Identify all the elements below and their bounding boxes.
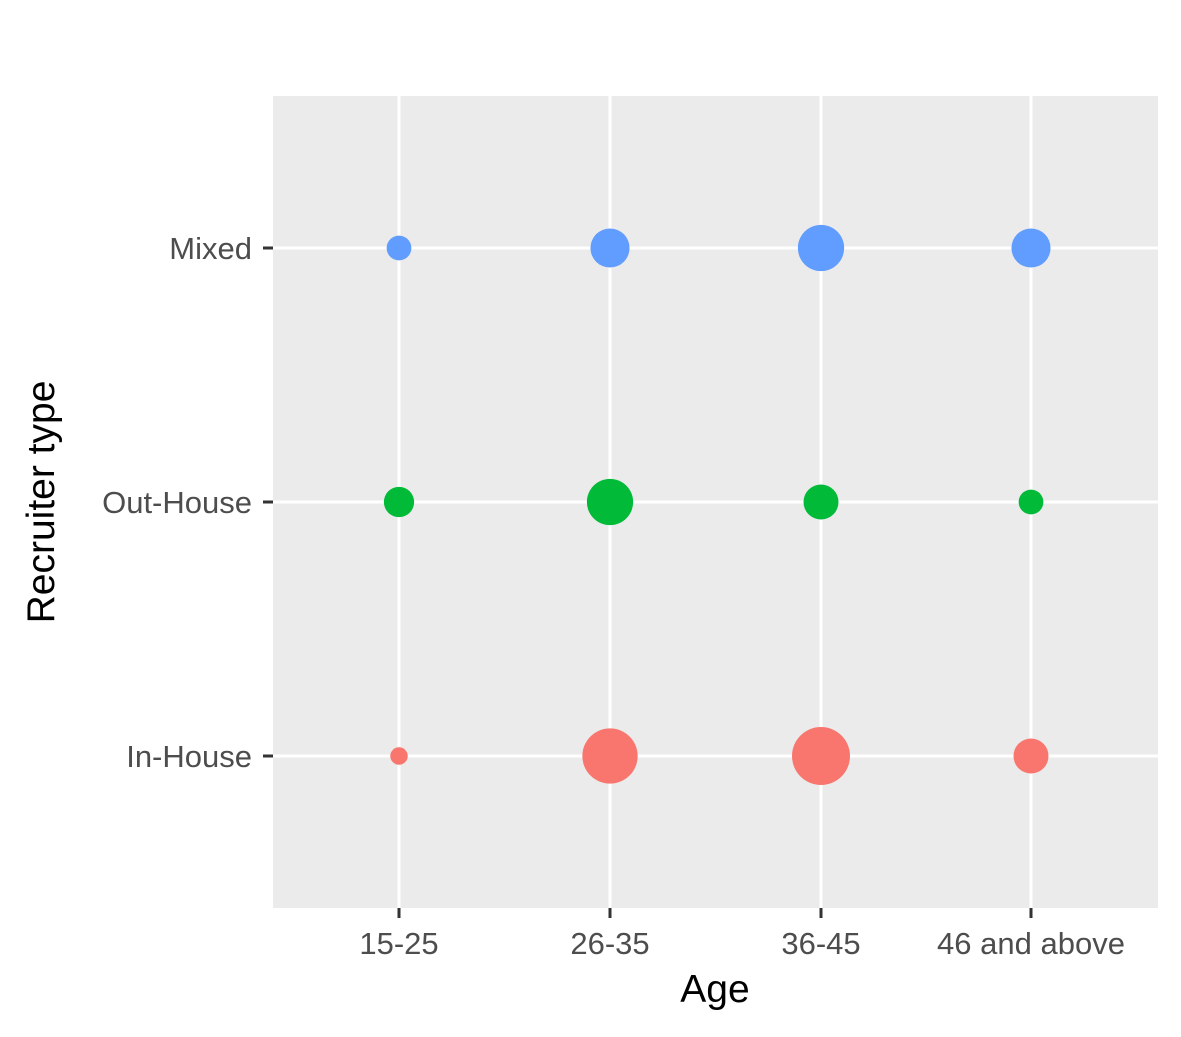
- y-tick-label: Mixed: [169, 231, 252, 266]
- data-point-out-house: [1018, 489, 1044, 515]
- data-point-out-house: [803, 484, 839, 520]
- data-point-mixed: [590, 228, 630, 268]
- y-axis-title: Recruiter type: [20, 381, 63, 624]
- y-tick-label: In-House: [126, 739, 252, 774]
- x-tick-label: 26-35: [570, 926, 649, 961]
- data-point-in-house: [390, 747, 408, 765]
- data-point-in-house: [582, 728, 638, 784]
- data-point-out-house: [586, 478, 634, 526]
- data-point-mixed: [797, 224, 845, 272]
- data-point-mixed: [1011, 228, 1051, 268]
- y-axis-ticks: In-House Out-House Mixed: [102, 231, 273, 774]
- data-point-in-house: [1013, 738, 1049, 774]
- data-point-in-house: [792, 727, 850, 785]
- x-axis-ticks: 15-25 26-35 36-45 46 and above: [359, 908, 1125, 961]
- data-points: [383, 224, 1051, 785]
- data-point-mixed: [386, 235, 412, 261]
- x-axis-title: Age: [680, 968, 749, 1011]
- data-point-out-house: [383, 486, 415, 518]
- x-tick-label: 36-45: [781, 926, 860, 961]
- x-tick-label: 15-25: [359, 926, 438, 961]
- y-tick-label: Out-House: [102, 485, 252, 520]
- x-tick-label: 46 and above: [937, 926, 1125, 961]
- horizontal-gridlines: [273, 246, 1158, 758]
